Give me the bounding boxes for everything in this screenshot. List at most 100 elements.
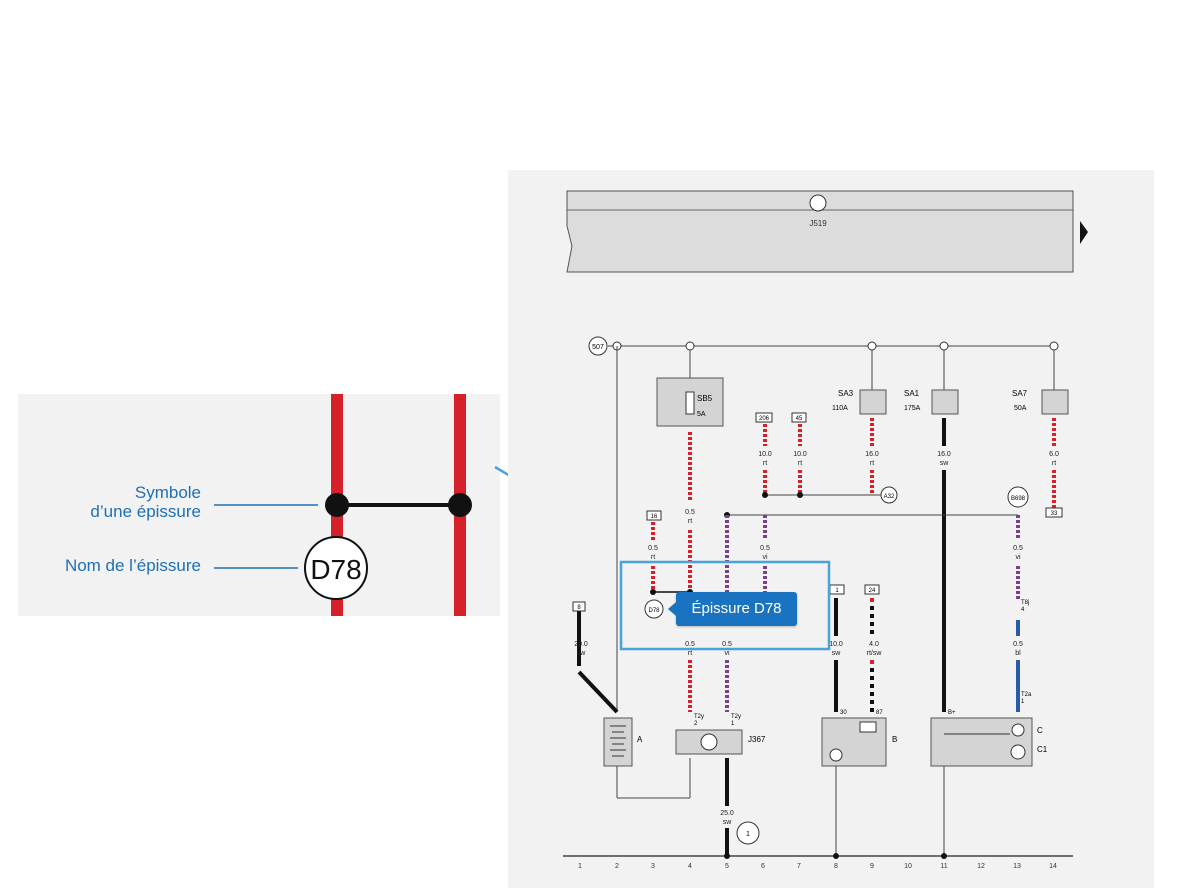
track-number: 8 — [834, 863, 838, 870]
sa1-fuse — [932, 390, 958, 414]
wire-label-size: 0.5 — [685, 509, 695, 516]
battery — [604, 718, 632, 766]
bus-node — [868, 342, 876, 350]
wire-label-size: 10.0 — [793, 451, 807, 458]
sb5-rating: 5A — [697, 411, 706, 418]
wire-label-color: vi — [762, 554, 768, 561]
wire-label-size: 20.0 — [574, 641, 588, 648]
track-number: 14 — [1049, 863, 1057, 870]
box-206-label: 206 — [759, 416, 770, 422]
regulator-icon — [1011, 745, 1025, 759]
sa7-fuse — [1042, 390, 1068, 414]
motor-icon — [830, 749, 842, 761]
sa7-rating: 50A — [1014, 405, 1027, 412]
transistor-icon — [701, 734, 717, 750]
wire-battery-diagonal — [579, 672, 617, 712]
sa3-rating: 110A — [832, 405, 848, 412]
wire-label-size: 0.5 — [722, 641, 732, 648]
wire-label-color: rt — [763, 460, 767, 467]
wire-label-color: rt/sw — [867, 650, 883, 657]
wire-label-size: 0.5 — [760, 545, 770, 552]
ground-ref-label: 1 — [746, 831, 750, 838]
track-number: 4 — [688, 863, 692, 870]
track-number: 2 — [615, 863, 619, 870]
sa1-name: SA1 — [904, 389, 920, 398]
ref-507: 507 — [592, 344, 604, 351]
pin-label: 1 — [1021, 699, 1025, 705]
wire-label-color: sw — [723, 819, 733, 826]
pin-label: B+ — [948, 710, 956, 716]
sa7-name: SA7 — [1012, 389, 1028, 398]
sa3-name: SA3 — [838, 389, 854, 398]
pin-label: 87 — [876, 710, 883, 716]
track-number: 6 — [761, 863, 765, 870]
wire-label-color: rt — [798, 460, 802, 467]
wire-label-size: 16.0 — [865, 451, 879, 458]
sa3-fuse — [860, 390, 886, 414]
box-24-label: 24 — [869, 588, 876, 594]
track-number: 3 — [651, 863, 655, 870]
wire-label-color: bl — [1015, 650, 1021, 657]
wire-label-size: 0.5 — [1013, 641, 1023, 648]
track-number: 10 — [904, 863, 912, 870]
wire-label-color: vi — [724, 650, 730, 657]
ref-a32: A32 — [884, 494, 895, 500]
wire-label-color: rt — [1052, 460, 1056, 467]
wire-label-color: sw — [577, 650, 587, 657]
battery-label: A — [637, 735, 643, 744]
track-numbers: 1 2 3 4 5 6 7 8 9 10 11 12 13 14 — [578, 863, 1057, 870]
wire-label-size: 0.5 — [1013, 545, 1023, 552]
track-number: 5 — [725, 863, 729, 870]
alternator-label: C — [1037, 726, 1043, 735]
wire-label-color: rt — [870, 460, 874, 467]
pin-label: 30 — [840, 710, 847, 716]
ground-node — [724, 853, 730, 859]
wire-label-size: 0.5 — [685, 641, 695, 648]
wire-label-color: sw — [832, 650, 842, 657]
solenoid-icon — [860, 722, 876, 732]
pin-label: 2 — [694, 721, 698, 727]
wire-label-size: 16.0 — [937, 451, 951, 458]
box-16-label: 16 — [651, 514, 658, 520]
pin-label: T2a — [1021, 692, 1032, 698]
wire-label-size: 0.5 — [648, 545, 658, 552]
alternator-icon — [1012, 724, 1024, 736]
bus-node — [686, 342, 694, 350]
track-number: 7 — [797, 863, 801, 870]
bus-node — [1050, 342, 1058, 350]
splice-dot — [762, 492, 768, 498]
track-number: 12 — [977, 863, 985, 870]
j367-label: J367 — [748, 735, 766, 744]
box-33-label: 33 — [1051, 511, 1058, 517]
ground-node — [941, 853, 947, 859]
pin-label: T8j — [1021, 600, 1029, 606]
splice-tooltip[interactable]: Épissure D78 — [676, 592, 797, 626]
track-number: 13 — [1013, 863, 1021, 870]
box-45-label: 45 — [796, 416, 803, 422]
sb5-fuse — [686, 392, 694, 414]
wire-label-size: 25.0 — [720, 810, 734, 817]
ref-b698: B698 — [1011, 496, 1026, 502]
sa1-rating: 175A — [904, 405, 921, 412]
wire-label-size: 10.0 — [758, 451, 772, 458]
ground-node — [833, 853, 839, 859]
pin-label: 4 — [1021, 607, 1025, 613]
pin-label: T2y — [694, 714, 704, 720]
wire-label-size: 4.0 — [869, 641, 879, 648]
pin-label: 1 — [731, 721, 735, 727]
starter-label: B — [892, 735, 897, 744]
wire-label-size: 10.0 — [829, 641, 843, 648]
wire-label-color: rt — [688, 650, 692, 657]
j519-label: J519 — [809, 219, 827, 228]
track-number: 1 — [578, 863, 582, 870]
pin-label: T2y — [731, 714, 741, 720]
wire-label-color: rt — [651, 554, 655, 561]
d78-label: D78 — [648, 608, 660, 614]
continue-arrow-icon — [1080, 221, 1088, 244]
bus-node — [940, 342, 948, 350]
transistor-icon — [810, 195, 826, 211]
wire-label-color: vi — [1015, 554, 1021, 561]
regulator-label: C1 — [1037, 745, 1048, 754]
wire-label-color: sw — [940, 460, 950, 467]
